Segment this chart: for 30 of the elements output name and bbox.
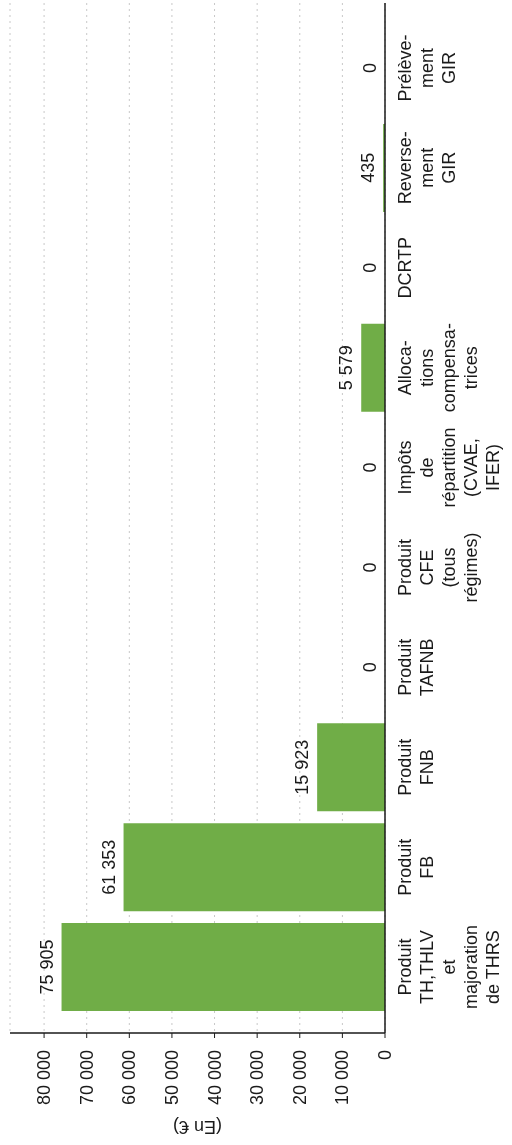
x-tick-label: 60 000 (119, 1050, 140, 1106)
y-tick-label: Produit CFE (tous régimes) (395, 532, 481, 603)
x-tick-label: 50 000 (161, 1050, 182, 1106)
x-tick-label: 30 000 (247, 1050, 268, 1106)
y-tick-label: Produit TAFNB (395, 638, 437, 697)
data-label: 0 (360, 262, 380, 273)
data-label: 0 (360, 462, 380, 473)
data-label: 0 (360, 662, 380, 673)
x-axis-title: (En €) (172, 1117, 223, 1137)
y-tick-label: Alloca- tions compensa- trices (395, 323, 481, 413)
data-label: 5 579 (336, 345, 357, 391)
data-label: 15 923 (292, 739, 313, 795)
x-tick-label: 0 (375, 1050, 395, 1061)
data-label: 435 (358, 152, 379, 183)
x-tick-label: 70 000 (76, 1050, 97, 1106)
x-tick-label: 80 000 (34, 1050, 55, 1106)
x-tick-label: 20 000 (289, 1050, 310, 1106)
data-label: 0 (360, 62, 380, 73)
y-tick-label: Produit TH,THLV et majoration de THRS (395, 925, 503, 1010)
y-tick-label: Impôts de répartition (CVAE, IFER) (395, 427, 503, 508)
data-label: 61 353 (98, 839, 119, 895)
y-tick-label: Produit FB (395, 838, 437, 896)
data-label: 0 (360, 562, 380, 573)
data-label: 75 905 (36, 939, 57, 995)
x-tick-label: 10 000 (332, 1050, 353, 1106)
y-tick-label: DCRTP (395, 236, 415, 299)
y-tick-label: Reverse- ment GIR (395, 131, 459, 205)
x-tick-label: 40 000 (204, 1050, 225, 1106)
y-tick-label: Produit FNB (395, 738, 437, 796)
y-tick-label: Prélève- ment GIR (395, 34, 459, 102)
